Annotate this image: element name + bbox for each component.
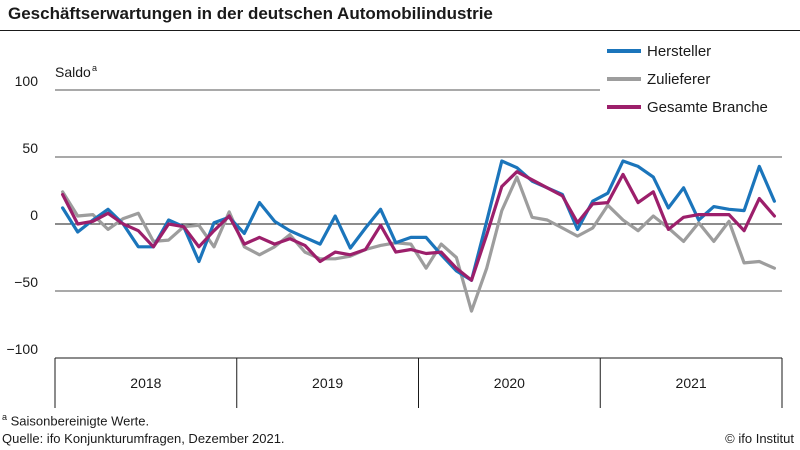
y-axis-label-sup: a — [92, 63, 97, 73]
x-tick-label: 2020 — [494, 375, 525, 391]
y-tick-label: 100 — [15, 73, 39, 89]
source-note: Quelle: ifo Konjunkturumfragen, Dezember… — [2, 431, 285, 446]
y-tick-label: 50 — [22, 140, 38, 156]
x-tick-label: 2019 — [312, 375, 343, 391]
footnote-marker: a — [2, 412, 8, 422]
series-line-hersteller — [60, 159, 777, 282]
series-line-gesamte-branche — [60, 170, 777, 282]
legend-label: Zulieferer — [647, 71, 710, 88]
title-rule — [0, 30, 800, 31]
y-tick-label: −100 — [6, 341, 38, 357]
legend-label: Gesamte Branche — [647, 99, 768, 116]
series-line-zulieferer — [60, 175, 777, 313]
copyright: © ifo Institut — [725, 431, 794, 446]
chart-title: Geschäftserwartungen in der deutschen Au… — [8, 4, 493, 23]
footnote-text: Saisonbereinigte Werte. — [7, 413, 150, 429]
legend-label: Hersteller — [647, 43, 711, 60]
y-tick-label: −50 — [14, 274, 38, 290]
y-tick-label: 0 — [30, 207, 38, 223]
y-axis-label: Saldo — [55, 64, 91, 80]
x-tick-label: 2021 — [676, 375, 707, 391]
x-tick-label: 2018 — [130, 375, 161, 391]
footnote: a Saisonbereinigte Werte. — [2, 412, 149, 428]
